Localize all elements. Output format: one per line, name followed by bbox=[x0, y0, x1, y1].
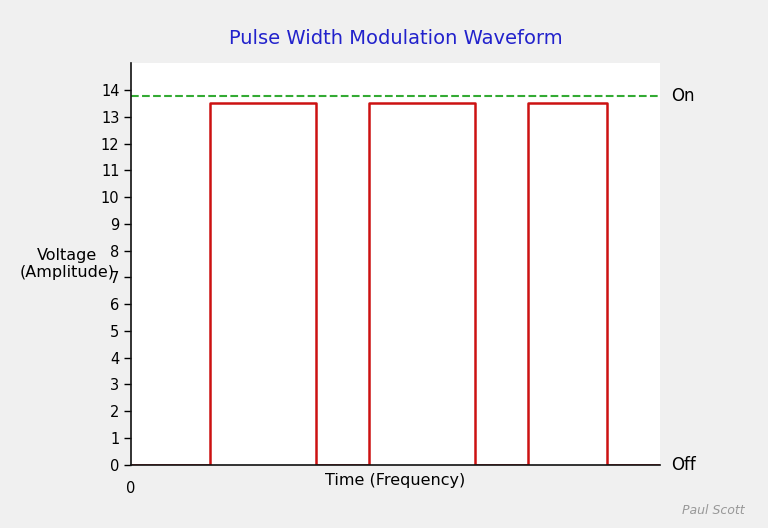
Text: On: On bbox=[671, 87, 695, 105]
Title: Pulse Width Modulation Waveform: Pulse Width Modulation Waveform bbox=[229, 29, 562, 48]
Text: Off: Off bbox=[671, 456, 697, 474]
X-axis label: Time (Frequency): Time (Frequency) bbox=[326, 473, 465, 488]
Text: 0: 0 bbox=[126, 480, 135, 496]
Text: Paul Scott: Paul Scott bbox=[682, 504, 745, 517]
Text: Voltage
(Amplitude): Voltage (Amplitude) bbox=[19, 248, 114, 280]
